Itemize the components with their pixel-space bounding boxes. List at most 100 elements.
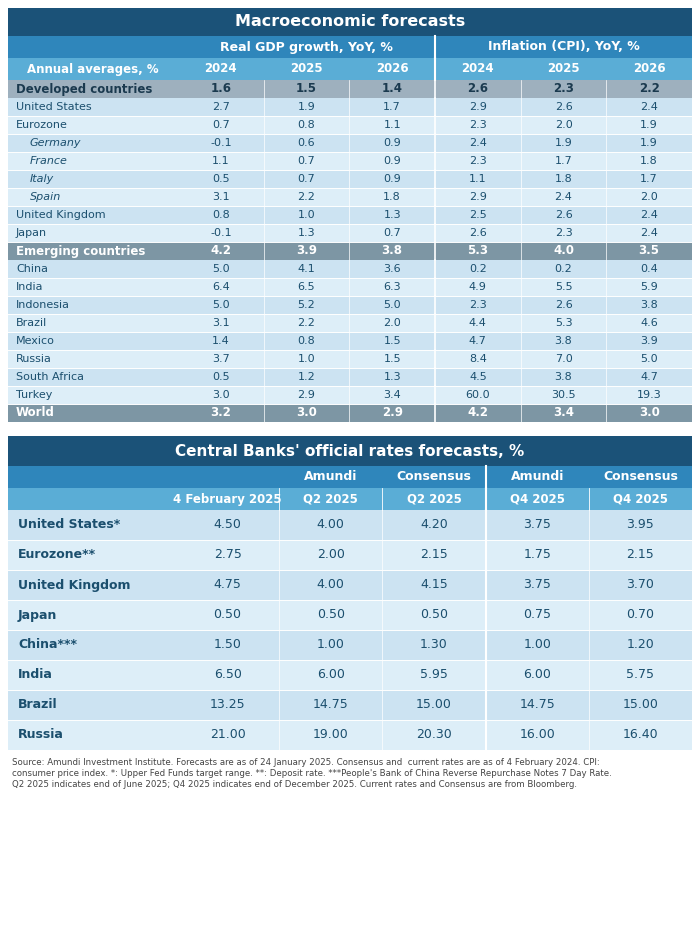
Text: 0.8: 0.8 — [298, 120, 316, 130]
Bar — [8, 8, 692, 36]
Text: 4.9: 4.9 — [469, 282, 486, 292]
Text: 1.9: 1.9 — [298, 102, 316, 112]
Text: 0.2: 0.2 — [554, 264, 573, 274]
Text: 4.15: 4.15 — [420, 578, 448, 591]
Text: 6.4: 6.4 — [212, 282, 230, 292]
Text: 1.00: 1.00 — [524, 638, 551, 651]
Text: 3.9: 3.9 — [640, 336, 658, 346]
Text: Developed countries: Developed countries — [16, 83, 153, 96]
Text: 1.9: 1.9 — [640, 120, 658, 130]
Text: 1.8: 1.8 — [554, 174, 573, 184]
Text: 0.75: 0.75 — [523, 608, 551, 621]
Text: 2.6: 2.6 — [469, 228, 486, 238]
Text: 4.2: 4.2 — [210, 244, 231, 258]
Text: Russia: Russia — [16, 354, 52, 364]
Text: 1.7: 1.7 — [640, 174, 658, 184]
Text: Q4 2025: Q4 2025 — [510, 493, 565, 506]
Bar — [8, 368, 692, 386]
Text: Consensus: Consensus — [397, 471, 471, 483]
Bar — [8, 314, 692, 332]
Text: 3.0: 3.0 — [212, 390, 230, 400]
Text: 2024: 2024 — [461, 62, 494, 75]
Text: 2.0: 2.0 — [640, 192, 658, 202]
Text: 2.7: 2.7 — [212, 102, 230, 112]
Text: 2.15: 2.15 — [626, 549, 654, 561]
Text: 3.1: 3.1 — [212, 192, 230, 202]
Text: 7.0: 7.0 — [554, 354, 573, 364]
Text: 1.1: 1.1 — [469, 174, 486, 184]
Text: -0.1: -0.1 — [210, 228, 232, 238]
Bar — [8, 690, 692, 720]
Text: 0.8: 0.8 — [298, 336, 316, 346]
Text: 3.95: 3.95 — [626, 519, 654, 531]
Bar — [8, 332, 692, 350]
Text: 0.6: 0.6 — [298, 138, 315, 148]
Text: 4.7: 4.7 — [640, 372, 658, 382]
Text: 4.4: 4.4 — [469, 318, 486, 328]
Bar — [8, 224, 692, 242]
Text: 2.4: 2.4 — [640, 228, 658, 238]
Text: 5.3: 5.3 — [554, 318, 573, 328]
Text: 30.5: 30.5 — [551, 390, 576, 400]
Text: 1.0: 1.0 — [298, 210, 315, 220]
Text: 2.9: 2.9 — [298, 390, 316, 400]
Text: 2.0: 2.0 — [384, 318, 401, 328]
Text: Emerging countries: Emerging countries — [16, 244, 146, 258]
Text: 2.3: 2.3 — [554, 228, 573, 238]
Text: 60.0: 60.0 — [466, 390, 490, 400]
Text: Russia: Russia — [18, 728, 64, 742]
Text: Central Banks' official rates forecasts, %: Central Banks' official rates forecasts,… — [176, 444, 524, 459]
Text: 2.4: 2.4 — [469, 138, 486, 148]
Text: 2.15: 2.15 — [420, 549, 448, 561]
Text: Q2 2025: Q2 2025 — [407, 493, 461, 506]
Text: Source: Amundi Investment Institute. Forecasts are as of 24 January 2025. Consen: Source: Amundi Investment Institute. For… — [12, 758, 600, 767]
Text: 2.4: 2.4 — [640, 102, 658, 112]
Text: 4 February 2025: 4 February 2025 — [174, 493, 282, 506]
Text: 2.2: 2.2 — [298, 318, 316, 328]
Text: 21.00: 21.00 — [210, 728, 246, 742]
Text: Japan: Japan — [16, 228, 47, 238]
Bar — [8, 488, 692, 510]
Text: China***: China*** — [18, 638, 77, 651]
Text: Q2 2025 indicates end of June 2025; Q4 2025 indicates end of December 2025. Curr: Q2 2025 indicates end of June 2025; Q4 2… — [12, 780, 577, 789]
Text: 1.6: 1.6 — [210, 83, 231, 96]
Text: 6.3: 6.3 — [384, 282, 401, 292]
Text: 3.8: 3.8 — [554, 372, 573, 382]
Text: 3.0: 3.0 — [296, 406, 317, 419]
Text: 20.30: 20.30 — [416, 728, 452, 742]
Text: 5.0: 5.0 — [212, 300, 230, 310]
Text: Turkey: Turkey — [16, 390, 52, 400]
Text: 1.00: 1.00 — [317, 638, 344, 651]
Bar — [8, 510, 692, 540]
Text: 3.4: 3.4 — [384, 390, 401, 400]
Text: 0.9: 0.9 — [384, 174, 401, 184]
Text: 2.6: 2.6 — [554, 210, 573, 220]
Bar — [8, 134, 692, 152]
Text: 0.50: 0.50 — [214, 608, 242, 621]
Bar — [8, 630, 692, 660]
Bar — [8, 152, 692, 170]
Text: 1.50: 1.50 — [214, 638, 242, 651]
Text: 3.0: 3.0 — [638, 406, 659, 419]
Text: 2.6: 2.6 — [554, 102, 573, 112]
Text: 1.1: 1.1 — [212, 156, 230, 166]
Text: 5.3: 5.3 — [468, 244, 489, 258]
Text: 6.50: 6.50 — [214, 668, 242, 681]
Text: Indonesia: Indonesia — [16, 300, 70, 310]
Text: 1.0: 1.0 — [298, 354, 315, 364]
Text: 2.5: 2.5 — [469, 210, 486, 220]
Text: 0.70: 0.70 — [626, 608, 654, 621]
Text: 3.75: 3.75 — [524, 578, 551, 591]
Text: 1.30: 1.30 — [420, 638, 448, 651]
Text: 16.40: 16.40 — [622, 728, 658, 742]
Text: 5.9: 5.9 — [640, 282, 658, 292]
Text: 5.0: 5.0 — [384, 300, 401, 310]
Bar — [8, 296, 692, 314]
Text: 15.00: 15.00 — [622, 698, 658, 712]
Text: India: India — [16, 282, 43, 292]
Text: 3.7: 3.7 — [212, 354, 230, 364]
Text: 3.8: 3.8 — [640, 300, 658, 310]
Text: 1.9: 1.9 — [554, 138, 573, 148]
Text: 0.2: 0.2 — [469, 264, 486, 274]
Text: 0.4: 0.4 — [640, 264, 658, 274]
